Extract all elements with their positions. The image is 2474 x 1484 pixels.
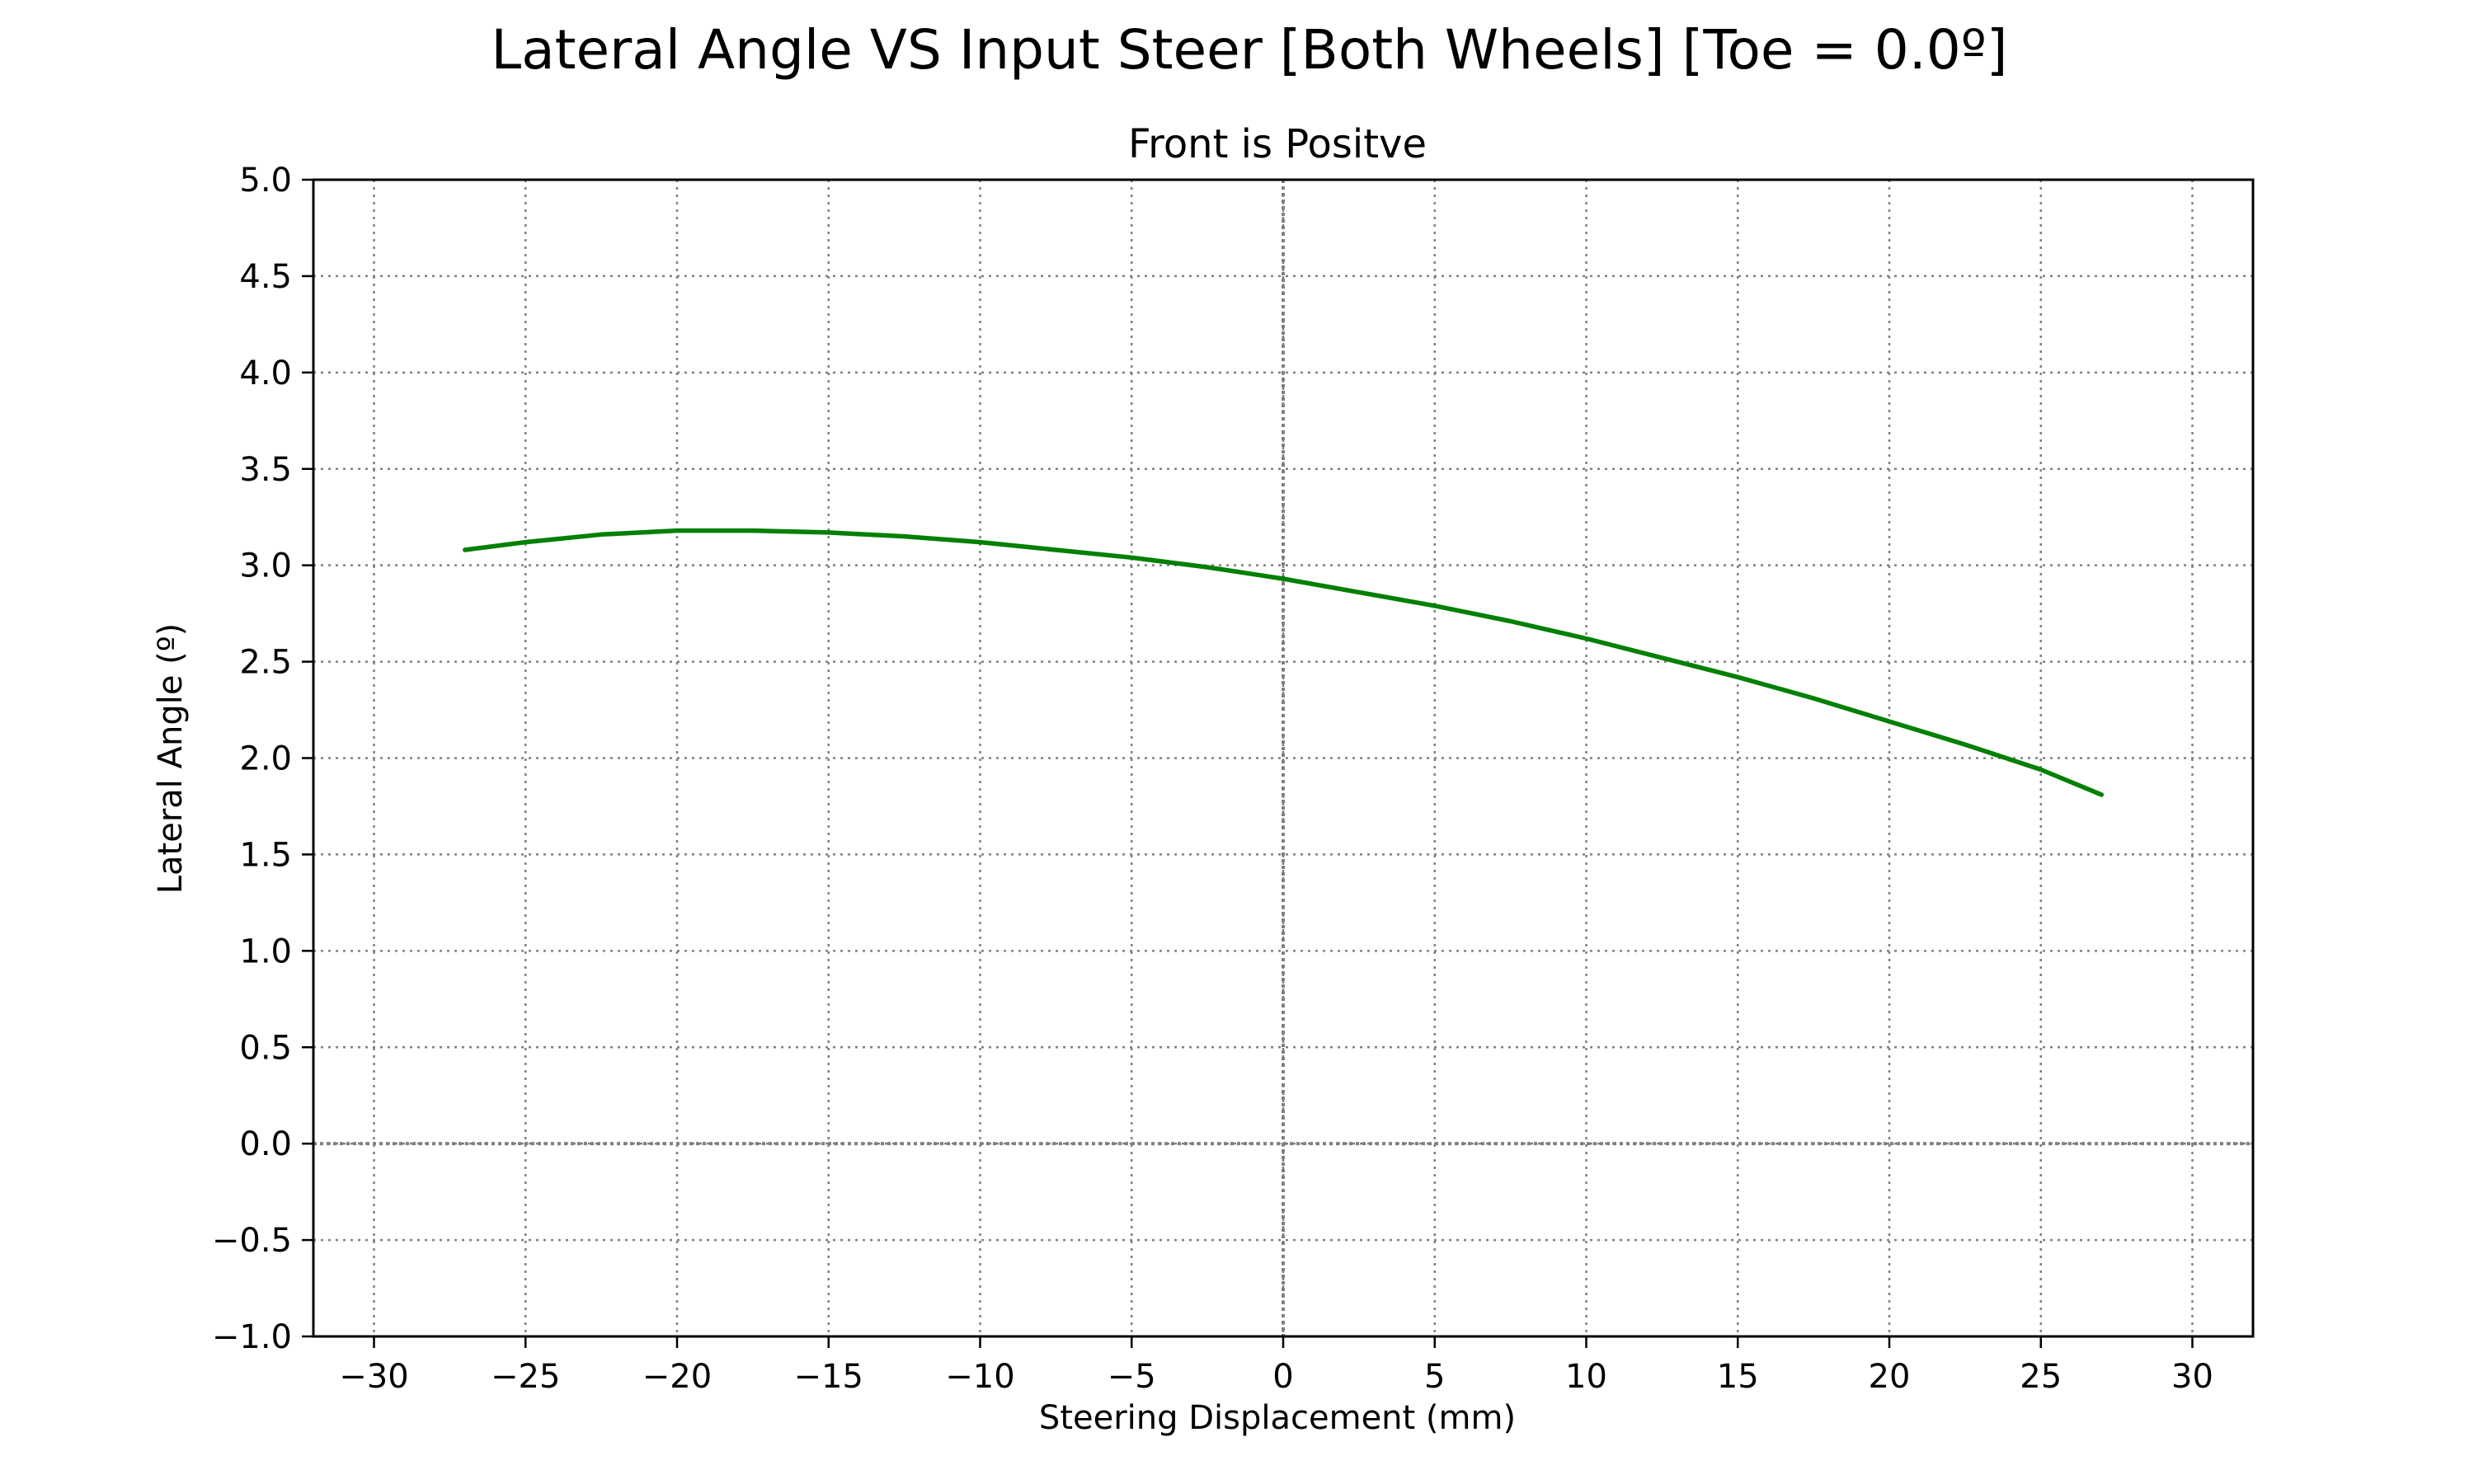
x-tick-label: 5: [1424, 1358, 1445, 1396]
x-tick-label: −20: [642, 1358, 712, 1396]
y-tick-label: 2.5: [239, 644, 292, 682]
series-layer: [463, 528, 2105, 797]
y-tick-label: 1.0: [239, 932, 292, 970]
y-tick-label: 4.0: [239, 355, 292, 392]
x-tick-label: −10: [945, 1358, 1014, 1396]
x-tick-label: 10: [1565, 1358, 1607, 1396]
x-tick-label: −25: [491, 1358, 560, 1396]
x-tick-label: 20: [1869, 1358, 1911, 1396]
y-tick-label: 3.0: [239, 547, 292, 585]
x-tick-label: 30: [2171, 1358, 2213, 1396]
chart-subtitle: Front is Positve: [1128, 121, 1427, 167]
x-tick-label: −5: [1108, 1358, 1156, 1396]
x-tick-label: 15: [1717, 1358, 1759, 1396]
zero-lines: [313, 180, 2253, 1336]
y-tick-label: 5.0: [239, 162, 292, 200]
y-tick-label: 3.5: [239, 451, 292, 489]
x-tick-label: −30: [339, 1358, 408, 1396]
y-tick-label: −1.0: [212, 1318, 292, 1356]
y-tick-label: 0.5: [239, 1029, 292, 1067]
y-axis-ticks: −1.0 −0.5 0.0 0.5 1.0 1.5 2.0 2.5 3.0 3.5 4.0 4.5 5.…: [212, 162, 313, 1356]
x-axis-label: Steering Displacement (mm): [1039, 1399, 1516, 1437]
x-axis-ticks: −30 −25 −20 −15 −10 −5 0 5 10 15 20 25 30: [339, 1336, 2213, 1396]
x-tick-label: 25: [2020, 1358, 2062, 1396]
y-tick-label: 4.5: [239, 258, 292, 296]
series-line: [463, 528, 2105, 797]
y-tick-label: 2.0: [239, 740, 292, 778]
x-tick-label: 0: [1272, 1358, 1293, 1396]
y-tick-label: 1.5: [239, 836, 292, 874]
x-tick-label: −15: [794, 1358, 863, 1396]
y-tick-label: 0.0: [239, 1125, 292, 1163]
chart-title: Lateral Angle VS Input Steer [Both Wheel…: [491, 18, 2007, 82]
y-axis-label: Lateral Angle (º): [152, 623, 190, 894]
y-tick-label: −0.5: [212, 1222, 292, 1260]
